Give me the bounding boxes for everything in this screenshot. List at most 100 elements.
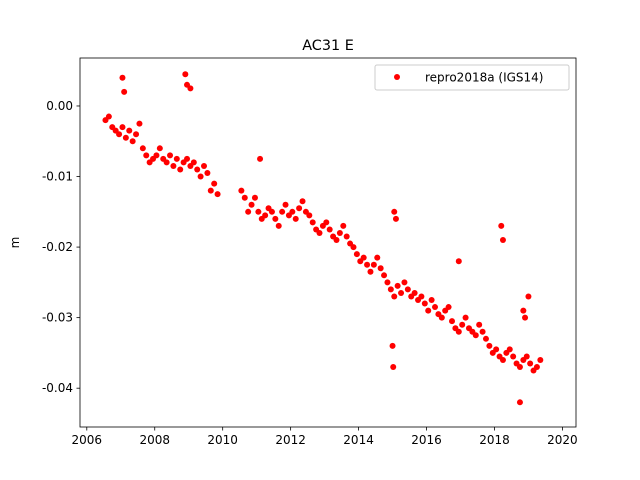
- data-point: [119, 74, 126, 81]
- y-tick-label: 0.00: [46, 99, 73, 113]
- data-point: [126, 127, 133, 134]
- data-point: [163, 159, 170, 166]
- x-tick-label: 2006: [72, 433, 103, 447]
- data-point: [119, 124, 126, 131]
- data-point: [116, 131, 123, 138]
- data-point: [204, 170, 211, 176]
- data-point: [455, 328, 462, 335]
- data-point: [272, 215, 279, 222]
- y-tick-label: -0.01: [42, 170, 73, 184]
- data-point: [370, 261, 377, 268]
- data-point: [374, 254, 381, 261]
- data-point: [289, 208, 296, 215]
- data-point: [156, 145, 163, 152]
- data-point: [418, 293, 425, 300]
- data-point: [499, 237, 506, 244]
- legend-label: repro2018a (IGS14): [425, 71, 543, 85]
- data-point: [493, 346, 500, 353]
- data-point: [428, 297, 435, 303]
- plot-area-frame: [79, 57, 577, 428]
- data-point: [177, 166, 184, 173]
- data-point: [201, 162, 207, 169]
- data-point: [194, 166, 201, 173]
- data-point: [251, 194, 258, 201]
- x-tick-label: 2016: [411, 433, 442, 447]
- data-point: [520, 307, 527, 314]
- data-point: [122, 134, 129, 141]
- data-point: [262, 212, 269, 219]
- data-point: [516, 364, 523, 371]
- data-point: [136, 120, 143, 127]
- data-point: [105, 113, 112, 120]
- data-point: [499, 356, 506, 363]
- data-point: [238, 187, 245, 194]
- data-point: [173, 155, 180, 162]
- x-tick-label: 2020: [547, 433, 578, 447]
- data-point: [421, 300, 428, 307]
- data-point: [279, 208, 286, 215]
- data-point: [255, 208, 262, 215]
- data-point: [248, 201, 255, 208]
- data-point: [170, 162, 177, 169]
- data-point: [214, 191, 221, 198]
- data-point: [340, 222, 347, 229]
- data-point: [523, 353, 530, 360]
- data-point: [153, 152, 160, 159]
- data-point: [482, 335, 489, 342]
- data-point: [438, 314, 445, 321]
- data-point: [187, 85, 194, 92]
- data-point: [360, 254, 367, 261]
- y-axis-ticks: 0.00 -0.01 -0.02 -0.03 -0.04: [42, 99, 80, 395]
- data-point: [389, 342, 396, 349]
- y-axis-label: m: [8, 237, 22, 249]
- data-point: [404, 286, 411, 293]
- x-tick-label: 2014: [343, 433, 374, 447]
- data-points: [102, 71, 544, 406]
- chart-title: AC31 E: [302, 38, 354, 54]
- data-point: [364, 261, 371, 268]
- data-point: [207, 187, 214, 194]
- x-tick-label: 2010: [207, 433, 238, 447]
- data-point: [167, 152, 174, 159]
- legend-box: [374, 64, 570, 91]
- data-point: [432, 304, 439, 311]
- data-point: [282, 201, 289, 208]
- data-point: [498, 222, 505, 229]
- y-tick-label: -0.04: [42, 381, 73, 395]
- data-point: [367, 268, 374, 275]
- x-tick-label: 2008: [139, 433, 170, 447]
- data-point: [387, 286, 394, 293]
- data-point: [510, 353, 517, 360]
- legend: repro2018a (IGS14): [374, 64, 570, 91]
- data-point: [462, 314, 469, 321]
- y-tick-label: -0.02: [42, 240, 73, 254]
- data-point: [211, 180, 218, 187]
- data-point: [316, 229, 323, 236]
- data-point: [323, 219, 330, 226]
- data-point: [381, 272, 388, 279]
- data-point: [445, 304, 452, 311]
- data-point: [336, 229, 343, 236]
- x-axis-ticks: 2006 2008 2010 2012 2014 2016 2018 2020: [72, 427, 578, 447]
- legend-marker: [394, 74, 400, 80]
- data-point: [245, 208, 252, 215]
- data-point: [241, 194, 248, 201]
- data-point: [184, 155, 191, 162]
- data-point: [353, 251, 360, 258]
- data-point: [309, 219, 316, 226]
- data-point: [506, 346, 513, 353]
- data-point: [476, 321, 483, 328]
- data-point: [479, 328, 486, 335]
- data-point: [143, 152, 150, 159]
- data-point: [391, 208, 398, 215]
- data-point: [394, 282, 401, 289]
- data-point: [257, 155, 264, 162]
- data-point: [343, 233, 350, 240]
- data-point: [133, 131, 140, 138]
- data-point: [197, 173, 204, 180]
- data-point: [527, 360, 534, 367]
- y-tick-label: -0.03: [42, 311, 73, 325]
- data-point: [472, 332, 479, 339]
- data-point: [121, 88, 128, 95]
